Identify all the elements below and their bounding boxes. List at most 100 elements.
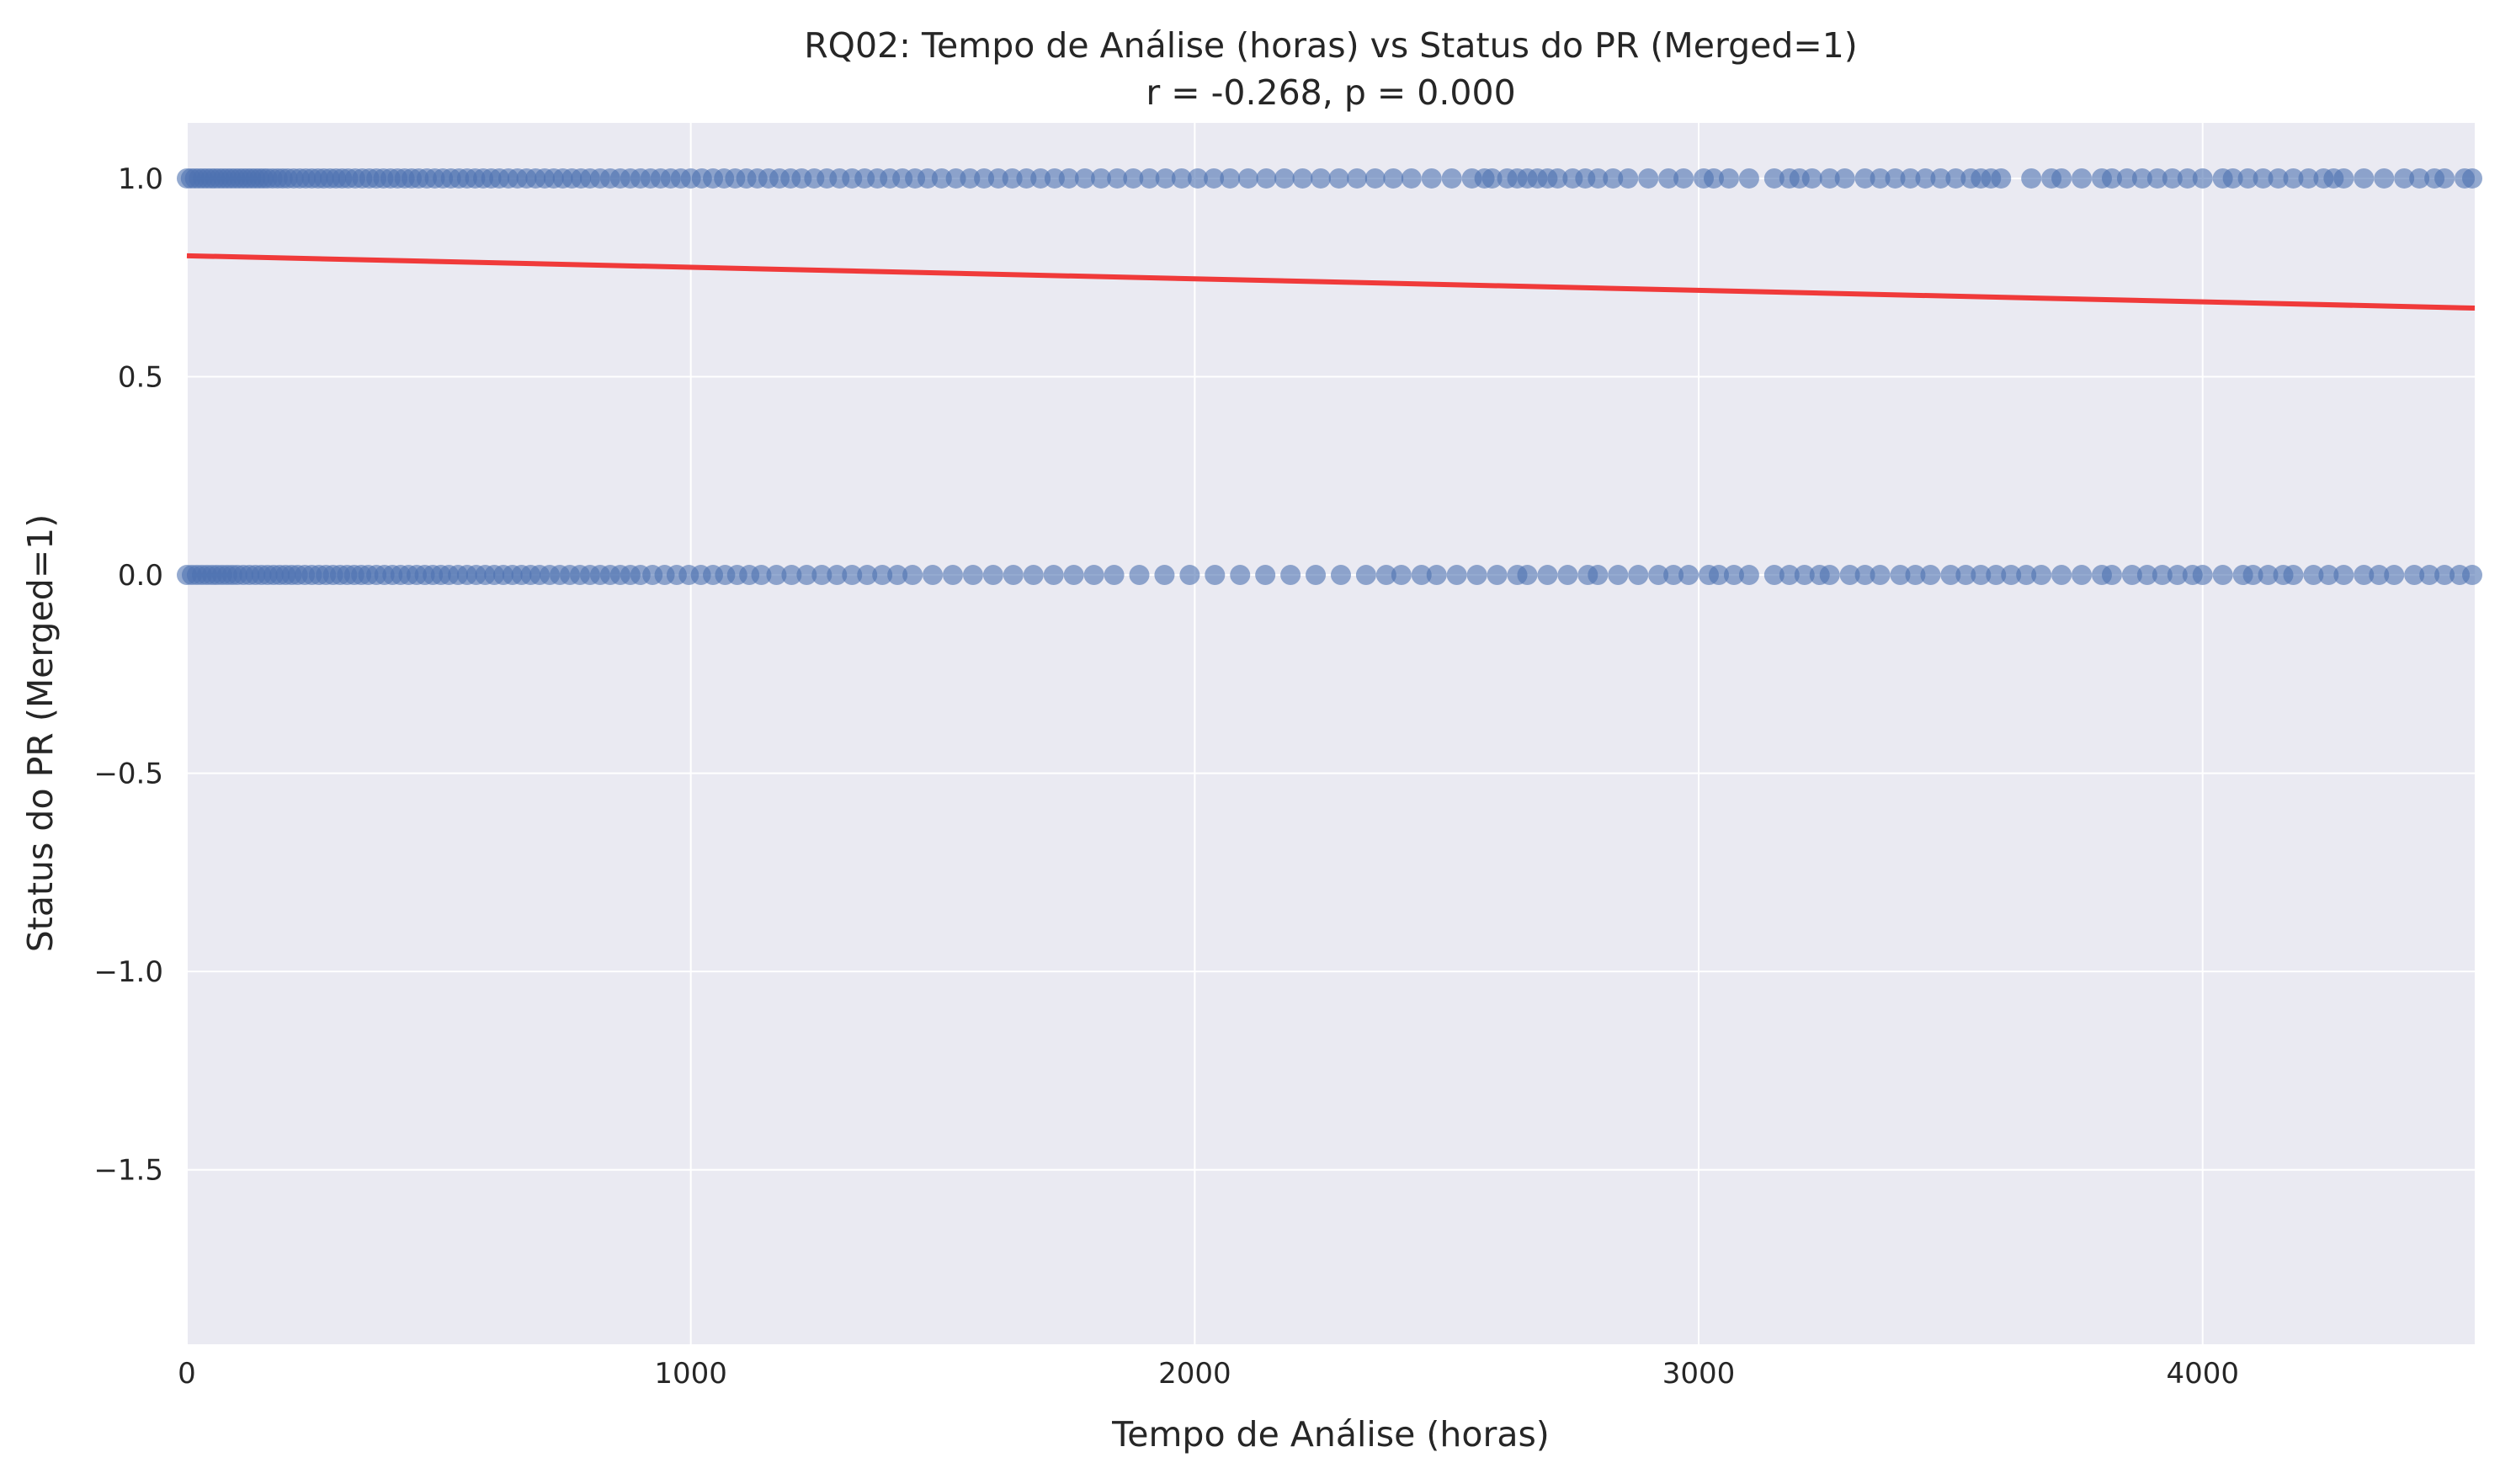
data-point	[796, 565, 817, 586]
x-tick-label: 3000	[1662, 1357, 1736, 1391]
data-point	[2016, 565, 2037, 586]
y-tick-label: 0.0	[118, 559, 163, 593]
data-point	[1900, 168, 1921, 189]
data-point	[945, 168, 966, 189]
data-point	[2354, 168, 2375, 189]
data-point	[751, 565, 772, 586]
data-point	[962, 565, 983, 586]
data-point	[2001, 565, 2022, 586]
data-point	[1171, 168, 1192, 189]
data-point	[1738, 565, 1759, 586]
plot-area	[187, 123, 2475, 1344]
data-point	[1375, 565, 1396, 586]
data-point	[1328, 168, 1349, 189]
data-point	[2462, 168, 2483, 189]
data-point	[811, 565, 832, 586]
data-point	[2152, 565, 2173, 586]
data-point	[1002, 168, 1023, 189]
data-point	[2192, 168, 2213, 189]
data-point	[1058, 168, 1079, 189]
data-point	[1648, 565, 1669, 586]
data-point	[1588, 168, 1609, 189]
data-point	[1487, 565, 1508, 586]
data-point	[1703, 168, 1724, 189]
data-point	[1870, 168, 1891, 189]
y-tick-label: 0.5	[118, 361, 163, 395]
data-point	[781, 565, 802, 586]
data-point	[1220, 168, 1241, 189]
data-point	[1383, 168, 1404, 189]
x-tick-label: 2000	[1158, 1357, 1231, 1391]
data-point	[974, 168, 995, 189]
data-point	[2434, 168, 2455, 189]
data-point	[1915, 168, 1936, 189]
data-point	[1603, 168, 1624, 189]
data-point	[1023, 565, 1044, 586]
data-point	[1537, 565, 1558, 586]
y-tick-label: −0.5	[93, 758, 163, 791]
data-point	[1256, 168, 1277, 189]
data-point	[982, 565, 1003, 586]
data-point	[2354, 565, 2375, 586]
data-point	[1930, 168, 1951, 189]
data-point	[1139, 168, 1160, 189]
data-point	[1723, 565, 1744, 586]
data-point	[2303, 565, 2324, 586]
data-point	[1628, 565, 1649, 586]
data-point	[1003, 565, 1024, 586]
data-point	[1123, 168, 1144, 189]
data-point	[2031, 565, 2052, 586]
data-point	[1255, 565, 1276, 586]
data-point	[1466, 565, 1487, 586]
data-point	[1104, 565, 1125, 586]
data-point	[902, 565, 923, 586]
data-point	[1839, 565, 1860, 586]
data-point	[1274, 168, 1295, 189]
data-point	[1292, 168, 1313, 189]
data-point	[1411, 565, 1432, 586]
data-points	[177, 168, 2483, 586]
data-point	[827, 565, 848, 586]
data-point	[2072, 168, 2093, 189]
data-point	[1481, 168, 1503, 189]
data-point	[2051, 168, 2072, 189]
data-point	[2369, 565, 2390, 586]
data-point	[1355, 565, 1376, 586]
data-point	[1306, 565, 1327, 586]
data-point	[1638, 168, 1659, 189]
data-point	[942, 565, 963, 586]
data-point	[1016, 168, 1037, 189]
data-point	[2258, 565, 2279, 586]
data-point	[1517, 565, 1538, 586]
data-point	[1779, 565, 1800, 586]
data-point	[1179, 565, 1200, 586]
data-point	[2419, 565, 2440, 586]
data-point	[1091, 168, 1112, 189]
data-point	[1441, 168, 1462, 189]
data-point	[1205, 565, 1226, 586]
data-point	[2101, 168, 2122, 189]
data-point	[1738, 168, 1759, 189]
data-point	[2434, 565, 2455, 586]
data-point	[2374, 168, 2395, 189]
data-point	[1391, 565, 1412, 586]
data-point	[2101, 565, 2122, 586]
data-point	[2404, 565, 2425, 586]
data-point	[1870, 565, 1891, 586]
data-point	[2318, 565, 2339, 586]
data-point	[1030, 168, 1051, 189]
trend-line-layer	[186, 253, 2476, 311]
y-tick-label: −1.5	[93, 1154, 163, 1188]
data-point	[2051, 565, 2072, 586]
data-point	[931, 168, 952, 189]
data-point	[887, 565, 908, 586]
data-point	[2121, 565, 2142, 586]
data-point	[2192, 565, 2213, 586]
data-point	[1854, 565, 1875, 586]
data-point	[923, 565, 944, 586]
data-point	[1890, 565, 1911, 586]
data-point	[2409, 168, 2430, 189]
data-point	[1311, 168, 1332, 189]
x-tick-label: 1000	[654, 1357, 727, 1391]
data-point	[766, 565, 787, 586]
